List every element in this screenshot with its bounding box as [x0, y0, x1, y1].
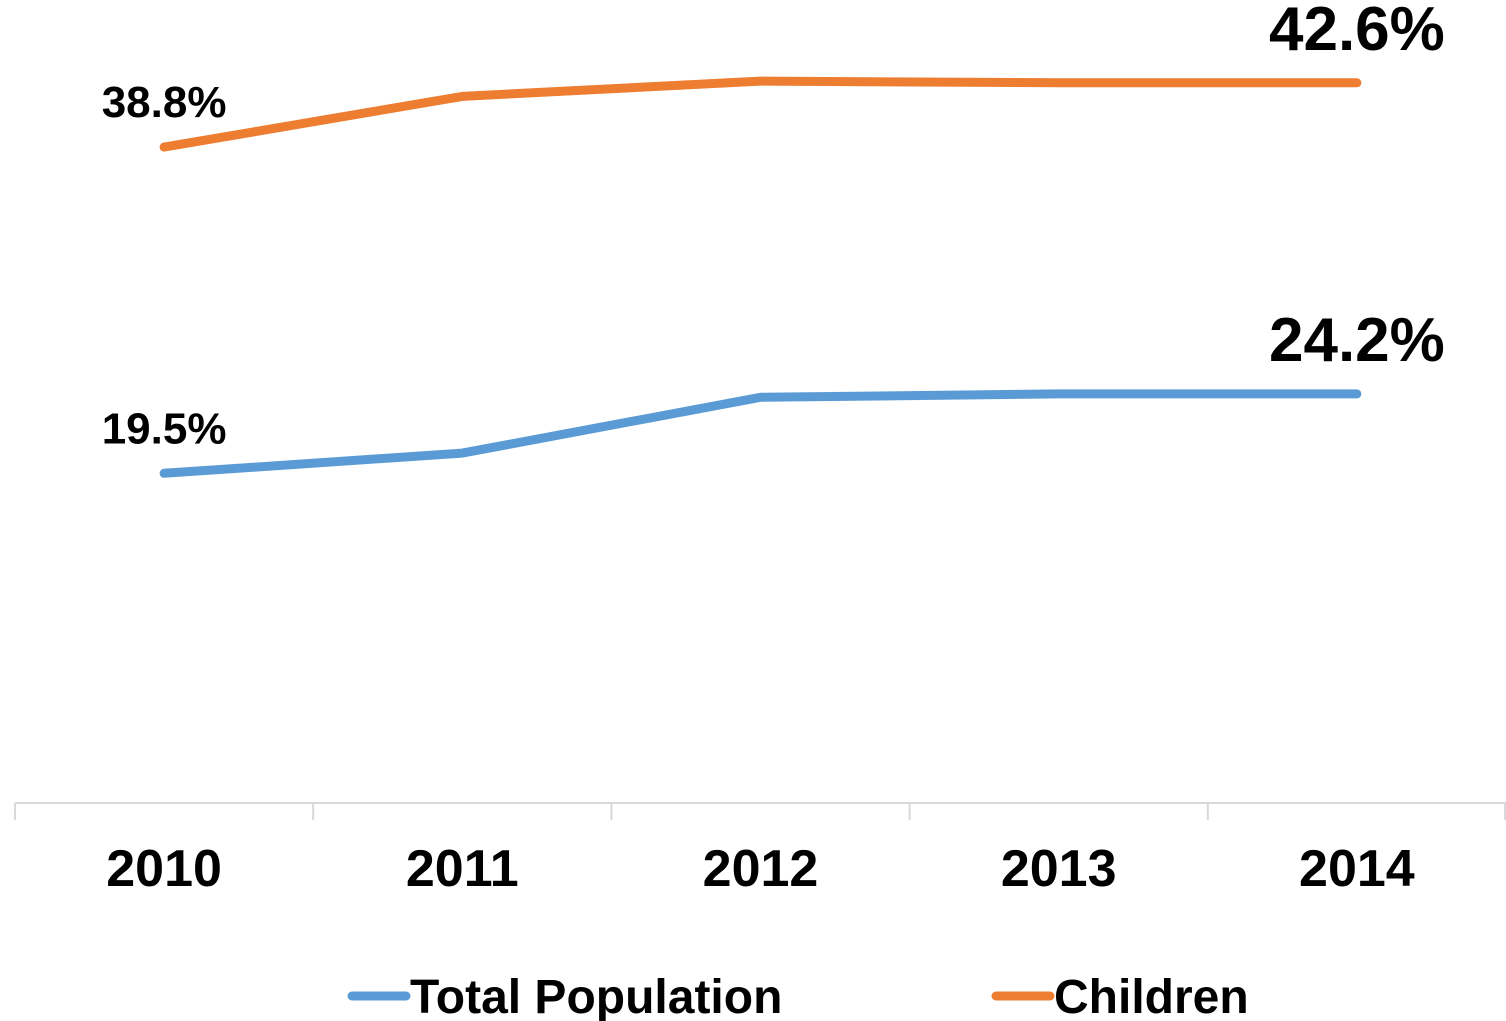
x-tick-labels: 2010 2011 2012 2013 2014 [106, 840, 1415, 898]
data-label-children-first: 38.8% [102, 78, 227, 127]
legend: Total Population Children [347, 971, 1249, 1021]
x-axis [14, 802, 1506, 820]
data-label-children-last: 42.6% [1269, 0, 1445, 64]
x-tick-label-2012: 2012 [703, 840, 819, 898]
legend-item-children: Children [991, 971, 1249, 1021]
x-tick-label-2013: 2013 [1001, 840, 1117, 898]
x-tick-label-2014: 2014 [1299, 840, 1415, 898]
data-label-total-population-first: 19.5% [102, 404, 227, 453]
series-line-children [159, 76, 1362, 152]
data-labels: 19.5% 24.2% 38.8% 42.6% [102, 0, 1445, 453]
series-lines [159, 76, 1362, 478]
series-line-total-population [159, 389, 1362, 478]
x-tick-label-2011: 2011 [406, 840, 519, 898]
data-label-total-population-last: 24.2% [1269, 306, 1445, 375]
x-tick-label-2010: 2010 [106, 840, 222, 898]
legend-label-children: Children [1054, 971, 1249, 1021]
legend-label-total-population: Total Population [410, 971, 782, 1021]
legend-item-total-population: Total Population [347, 971, 782, 1021]
